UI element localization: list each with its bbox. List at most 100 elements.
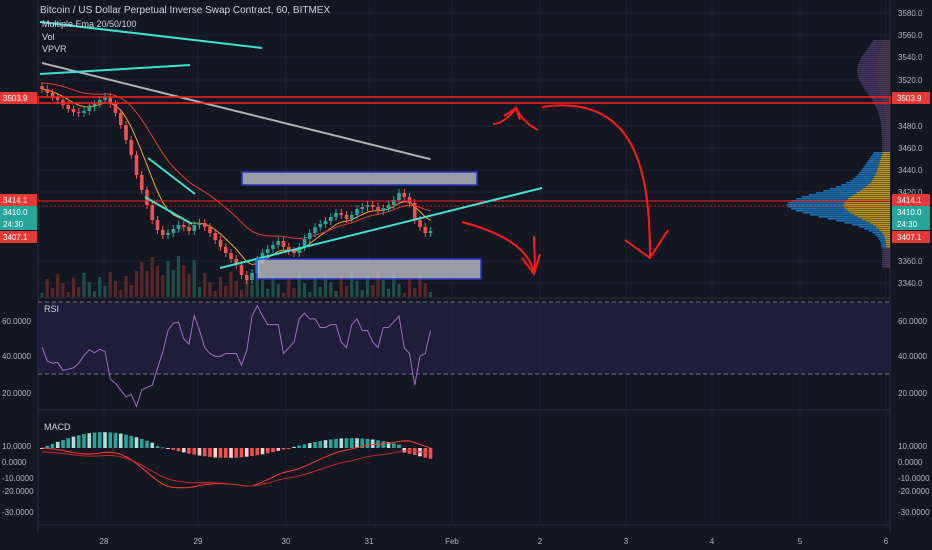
candle-body (97, 100, 102, 104)
candle-body (391, 200, 396, 205)
arrow-head (521, 253, 541, 277)
candle-body (344, 215, 349, 219)
macd-histogram-bar (92, 432, 97, 448)
candle-body (40, 86, 44, 89)
volume-profile-bar (827, 218, 862, 220)
volume-profile-bar (884, 110, 890, 112)
macd-histogram-bar (171, 448, 176, 450)
volume-profile-bar (865, 186, 890, 188)
price-tag (892, 218, 930, 230)
volume-profile-bar (881, 146, 887, 148)
volume-bar (82, 273, 86, 297)
volume-bar (292, 288, 296, 297)
left-price-tag-label: 3503.9 (3, 94, 28, 103)
volume-profile-bar (886, 258, 890, 260)
volume-profile-bar (878, 88, 890, 90)
volume-profile-bar (875, 226, 890, 228)
macd-histogram-bar (134, 437, 139, 448)
volume-profile-bar (875, 64, 890, 66)
volume-profile-bar (881, 130, 887, 132)
candle-body (412, 203, 417, 220)
volume-profile-bar (884, 238, 890, 240)
macd-histogram-bar (365, 438, 370, 448)
volume-profile-bar (869, 222, 890, 224)
volume-bar (224, 286, 228, 297)
candle-body (45, 89, 50, 93)
price-tag-label: 3414.1 (897, 196, 922, 205)
macd-histogram-bar (66, 438, 71, 448)
rsi-line (41, 304, 431, 408)
candle-body (313, 227, 317, 233)
volume-profile-bar (882, 40, 890, 42)
indicator-vpvr-label[interactable]: VPVR (42, 44, 67, 54)
trend-line (144, 196, 193, 225)
volume-profile-bar (881, 260, 887, 262)
volume-profile-bar (886, 140, 890, 142)
macd-histogram-bar (360, 438, 365, 448)
macd-histogram-bar (328, 439, 333, 448)
candle-body (134, 155, 139, 175)
arrow-head (503, 106, 521, 121)
macd-histogram-bar (344, 438, 349, 448)
macd-histogram-bar (229, 448, 233, 458)
volume-profile-bar (859, 190, 890, 192)
macd-histogram-bar (323, 440, 328, 448)
volume-profile-bar (857, 76, 876, 78)
volume-profile-bar (849, 180, 872, 182)
volume-profile-bar (885, 122, 890, 124)
volume-bar (281, 293, 286, 297)
volume-bar (318, 287, 322, 297)
forecast-arrow (533, 235, 536, 273)
volume-bar (87, 282, 91, 297)
macd-tick: 0.0000 (2, 458, 27, 467)
volume-profile-bar (879, 240, 886, 242)
left-price-tag (0, 92, 37, 104)
volume-bar (150, 257, 154, 297)
candle-body (197, 223, 202, 225)
candle-body (202, 223, 207, 227)
macd-histogram-bar (192, 448, 197, 455)
volume-profile-bar (881, 252, 887, 254)
volume-profile-bar (875, 234, 884, 236)
macd-histogram-bar (370, 439, 375, 448)
volume-profile-bar (810, 214, 855, 216)
candle-body (244, 275, 249, 280)
volume-profile-bar (883, 106, 890, 108)
volume-profile-bar (875, 72, 890, 74)
volume-profile-bar (886, 146, 890, 148)
volume-profile-bar (802, 196, 851, 198)
volume-bar (365, 276, 370, 297)
volume-bar (129, 285, 133, 297)
candle-body (166, 233, 170, 235)
time-tick: 30 (282, 537, 291, 546)
volume-profile-bar (879, 114, 886, 116)
volume-profile-bar (872, 154, 882, 156)
left-price-tag-label: 3407.1 (3, 233, 28, 242)
macd-histogram-bar (260, 448, 265, 455)
volume-profile-bar (881, 264, 887, 266)
candle-body (397, 193, 401, 200)
volume-bar (413, 288, 417, 297)
indicator-ema-label[interactable]: Multiple Ema 20/50/100 (42, 19, 137, 29)
volume-profile-bar (859, 80, 877, 82)
indicator-vol-label[interactable]: Vol (42, 32, 55, 42)
signal-line (41, 450, 431, 487)
price-tag (892, 92, 930, 104)
candle-body (208, 227, 212, 233)
volume-profile-bar (880, 122, 886, 124)
macd-histogram-bar (139, 438, 144, 448)
macd-histogram-bar (187, 448, 191, 454)
volume-bar (234, 281, 238, 297)
candle-body (239, 265, 244, 275)
volume-profile-bar (844, 206, 890, 208)
ema-100-line (41, 62, 431, 161)
volume-profile-bar (790, 208, 846, 210)
time-tick: 31 (365, 537, 374, 546)
volume-bar (376, 271, 380, 297)
time-tick: 5 (798, 537, 803, 546)
candle-body (66, 105, 71, 109)
volume-profile-bar (864, 228, 879, 230)
volume-bar (45, 279, 49, 297)
volume-profile-bar (880, 46, 890, 48)
